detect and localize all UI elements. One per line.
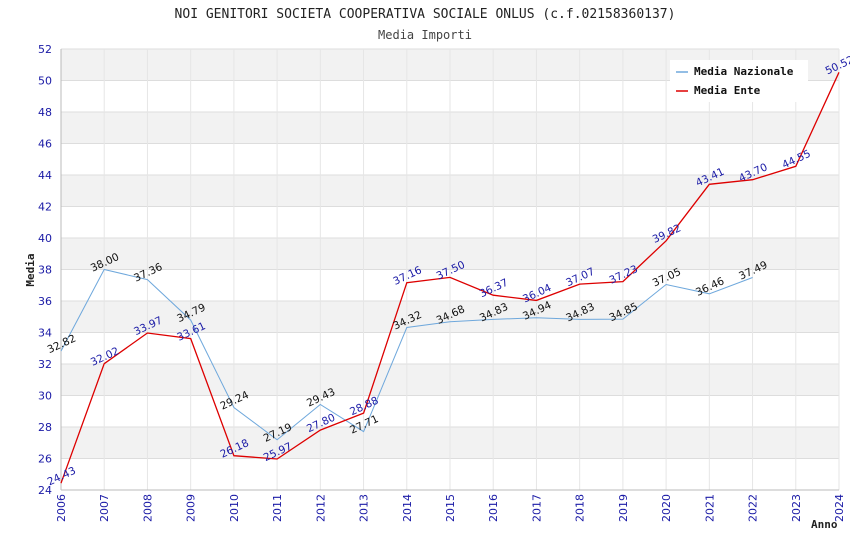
x-tick-label: 2006 bbox=[55, 494, 68, 522]
x-tick-label: 2011 bbox=[271, 494, 284, 522]
y-tick-label: 30 bbox=[38, 390, 52, 403]
x-tick-label: 2024 bbox=[833, 494, 846, 522]
y-tick-label: 34 bbox=[38, 327, 52, 340]
x-tick-label: 2020 bbox=[660, 494, 673, 522]
y-tick-label: 42 bbox=[38, 201, 52, 214]
x-tick-label: 2015 bbox=[444, 494, 457, 522]
chart-title: NOI GENITORI SOCIETA COOPERATIVA SOCIALE… bbox=[175, 7, 676, 22]
series-line-media-ente bbox=[60, 72, 840, 484]
y-tick-label: 50 bbox=[38, 75, 52, 88]
y-tick-label: 28 bbox=[38, 421, 52, 434]
y-tick-label: 26 bbox=[38, 453, 52, 466]
x-tick-label: 2008 bbox=[141, 494, 154, 522]
y-tick-label: 38 bbox=[38, 264, 52, 277]
y-tick-label: 44 bbox=[38, 169, 52, 182]
x-tick-label: 2021 bbox=[703, 494, 716, 522]
series-lines bbox=[60, 72, 840, 484]
series-line-media-nazionale bbox=[60, 268, 753, 441]
y-axis: 24 26 28 30 32 34 36 38 40 42 44 46 48 50 52 bbox=[38, 43, 62, 497]
x-tick-label: 2019 bbox=[617, 494, 630, 522]
y-tick-label: 32 bbox=[38, 358, 52, 371]
x-tick-label: 2009 bbox=[185, 494, 198, 522]
y-tick-label: 40 bbox=[38, 232, 52, 245]
x-tick-label: 2014 bbox=[401, 494, 414, 522]
plot-background bbox=[60, 48, 840, 491]
x-tick-label: 2013 bbox=[358, 494, 371, 522]
x-tick-label: 2007 bbox=[98, 494, 111, 522]
legend-label-ente: Media Ente bbox=[694, 84, 761, 97]
x-tick-label: 2017 bbox=[530, 494, 543, 522]
x-tick-label: 2010 bbox=[228, 494, 241, 522]
legend-box bbox=[670, 60, 808, 102]
x-tick-label: 2016 bbox=[487, 494, 500, 522]
y-axis-label: Media bbox=[24, 253, 37, 286]
x-axis: 2006 2007 2008 2009 2010 2011 2012 2013 2014 2015… bbox=[55, 489, 846, 522]
x-tick-label: 2022 bbox=[747, 494, 760, 522]
y-tick-label: 46 bbox=[38, 138, 52, 151]
y-tick-label: 36 bbox=[38, 295, 52, 308]
y-tick-label: 52 bbox=[38, 43, 52, 56]
legend-label-nazionale: Media Nazionale bbox=[694, 65, 794, 78]
chart-subtitle: Media Importi bbox=[378, 28, 472, 42]
x-axis-label: Anno bbox=[811, 518, 838, 531]
x-tick-label: 2018 bbox=[574, 494, 587, 522]
y-tick-label: 48 bbox=[38, 106, 52, 119]
y-tick-label: 24 bbox=[38, 484, 52, 497]
x-tick-label: 2023 bbox=[790, 494, 803, 522]
x-tick-label: 2012 bbox=[314, 494, 327, 522]
legend: Media Nazionale Media Ente bbox=[670, 60, 808, 102]
